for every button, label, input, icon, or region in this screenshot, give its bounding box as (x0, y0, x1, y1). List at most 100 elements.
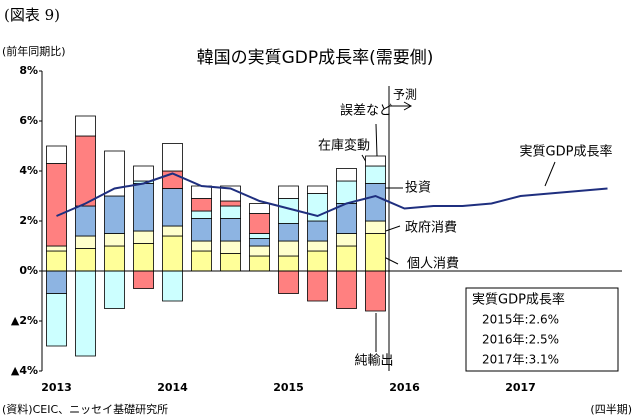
bar-segment (220, 240, 241, 254)
bar-segment (365, 220, 386, 234)
bar-segment (75, 270, 96, 357)
bar-segment (365, 270, 386, 312)
series-label: 実質GDP成長率 (520, 144, 613, 160)
forecast-arrow-head (403, 101, 413, 111)
bar-segment (336, 245, 357, 272)
bar-segment (104, 270, 125, 309)
series-label: 政府消費 (405, 221, 457, 236)
bar-segment (191, 240, 212, 252)
bar-segment (278, 270, 299, 294)
bar-segment (220, 200, 241, 207)
bar-segment (336, 233, 357, 247)
x-tick-label: 2013 (41, 381, 72, 394)
series-label: 純輸出 (354, 354, 393, 369)
bar-segment (336, 180, 357, 204)
bar-segment (75, 235, 96, 249)
y-tick-label: 2% (19, 214, 38, 227)
bar-segment (133, 165, 154, 182)
bar-segment (46, 270, 67, 294)
bar-segment (365, 183, 386, 222)
bar-segment (75, 135, 96, 207)
note-line: 2017年:3.1% (482, 353, 559, 367)
bar-segment (162, 188, 183, 227)
bar-segment (220, 205, 241, 219)
note-box (465, 287, 619, 372)
bar-segment (46, 293, 67, 347)
bar-segment (162, 270, 183, 302)
bar-segment (278, 185, 299, 199)
bar-segment (104, 195, 125, 234)
bar-segment (220, 218, 241, 242)
x-axis-label: (四半期) (590, 402, 632, 416)
series-label: 誤差など (340, 103, 392, 119)
leader (544, 161, 556, 187)
bar-segment (278, 255, 299, 272)
y-tick-label: 0% (19, 264, 38, 277)
bar-segment (46, 145, 67, 164)
bar-segment (307, 185, 328, 194)
y-tick-label: ▲2% (11, 314, 38, 327)
bar-segment (133, 230, 154, 244)
bar-segment (133, 183, 154, 232)
bar-segment (75, 205, 96, 237)
figure-label: (図表 9) (4, 6, 60, 24)
y-tick-label: ▲4% (11, 364, 38, 377)
bar-segment (162, 235, 183, 272)
bar-segment (336, 168, 357, 182)
series-label: 個人消費 (407, 257, 459, 272)
bar-segment (249, 213, 270, 234)
note-line: 2016年:2.5% (482, 333, 559, 347)
bar-segment (104, 233, 125, 247)
forecast-label: 予測 (393, 88, 417, 102)
bar-segment (46, 163, 67, 247)
bar-segment (278, 240, 299, 257)
bar-segment (365, 233, 386, 272)
y-tick-label: 6% (19, 114, 38, 127)
source: (資料)CEIC、ニッセイ基礎研究所 (2, 402, 168, 416)
y-tick-label: 8% (19, 64, 38, 77)
bar-segment (336, 270, 357, 309)
x-tick-label: 2016 (389, 381, 420, 394)
note-title: 実質GDP成長率 (472, 292, 565, 308)
x-tick-label: 2014 (157, 381, 188, 394)
bar-segment (307, 240, 328, 252)
bar-segment (133, 243, 154, 272)
bar-segment (191, 198, 212, 212)
bar-segment (220, 253, 241, 272)
series-label: 投資 (405, 180, 431, 196)
chart-title: 韓国の実質GDP成長率(需要側) (197, 48, 434, 68)
bar-segment (191, 210, 212, 219)
bar-segment (75, 248, 96, 272)
note-line: 2015年:2.6% (482, 313, 559, 327)
bar-segment (307, 250, 328, 272)
bar-segment (104, 245, 125, 272)
bar-segment (336, 203, 357, 234)
bar-segment (365, 165, 386, 184)
bar-segment (46, 250, 67, 272)
bar-segment (191, 218, 212, 242)
bar-segment (191, 185, 212, 199)
x-tick-label: 2015 (273, 381, 304, 394)
bar-segment (249, 255, 270, 272)
gdp-line (56, 172, 608, 218)
bar-segment (104, 150, 125, 197)
bar-segment (249, 203, 270, 214)
bar-segment (307, 270, 328, 302)
bar-segment (307, 220, 328, 242)
y-tick-label: 4% (19, 164, 38, 177)
bar-segment (75, 115, 96, 137)
bar-segment (278, 223, 299, 242)
bar-segment (133, 270, 154, 289)
y-axis-label: (前年同期比) (2, 44, 66, 58)
bar-segment (162, 225, 183, 237)
bar-segment (249, 233, 270, 239)
bar-segment (46, 245, 67, 252)
bar-segment (191, 250, 212, 272)
series-label: 在庫変動 (318, 138, 370, 154)
bar-segment (162, 143, 183, 172)
bar-segment (249, 238, 270, 247)
leader (375, 123, 378, 157)
bar-segment (249, 245, 270, 257)
x-tick-label: 2017 (505, 381, 536, 394)
